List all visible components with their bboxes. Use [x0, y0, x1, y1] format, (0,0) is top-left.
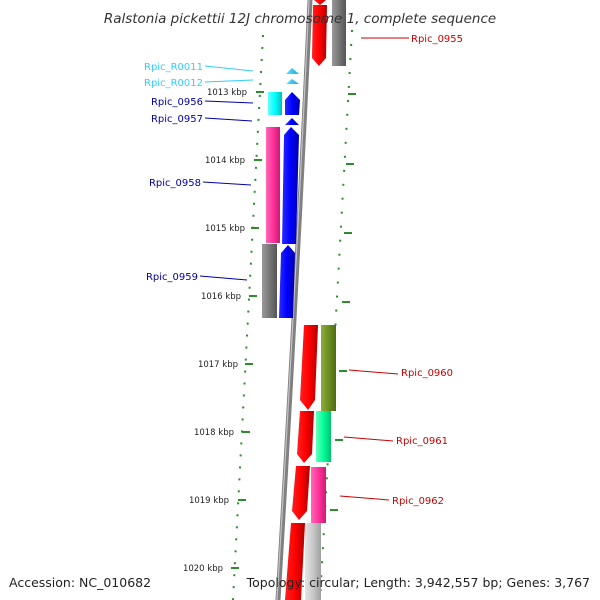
gene-label-rpic-0962[interactable]: Rpic_0962: [392, 496, 444, 507]
tick-label: 1015 kbp: [205, 224, 245, 234]
chromosome-backbone: [275, 0, 313, 600]
gene-feature-rpic-r0012[interactable]: [286, 79, 299, 84]
accession-label: Accession: NC_010682: [9, 575, 152, 590]
gene-feature-rpic-0958[interactable]: [282, 127, 299, 244]
gene-feature-rpic-0962[interactable]: [292, 466, 310, 520]
tick-label: 1013 kbp: [207, 88, 247, 98]
gene-label-rpic-0957[interactable]: Rpic_0957: [151, 114, 203, 125]
label-connectors: [199, 37, 409, 501]
gene-feature-next[interactable]: [285, 523, 305, 600]
tick-labels: 1013 kbp 1014 kbp 1015 kbp 1016 kbp 1017…: [183, 88, 247, 574]
cog-block-gray: [262, 244, 277, 318]
tick-label: 1017 kbp: [198, 360, 238, 370]
cog-block-olive: [321, 325, 336, 411]
tick-label: 1020 kbp: [183, 564, 223, 574]
gene-label-rpic-r0012[interactable]: Rpic_R0012: [144, 78, 203, 89]
gene-label-rpic-0959[interactable]: Rpic_0959: [146, 272, 198, 283]
tick-label: 1018 kbp: [194, 428, 234, 438]
gene-feature-rpic-r0011[interactable]: [286, 68, 299, 74]
tick-label: 1016 kbp: [201, 292, 241, 302]
gene-feature-rpic-0955[interactable]: [312, 5, 327, 66]
cog-block-magenta: [266, 127, 280, 243]
cog-block-mint: [316, 411, 331, 462]
connector-rpic-r0012: [204, 79, 254, 83]
connector-rpic-0961: [343, 436, 394, 442]
gene-label-rpic-0960[interactable]: Rpic_0960: [401, 368, 453, 379]
connector-rpic-0960: [348, 369, 399, 375]
chromosome-backbone-highlight: [276, 0, 310, 600]
cog-block-gray-top: [332, 0, 346, 66]
connector-rpic-r0011: [204, 65, 254, 72]
gene-feature-fragment[interactable]: [314, 0, 326, 5]
genome-summary: Topology: circular; Length: 3,942,557 bp…: [246, 575, 590, 590]
gene-feature-rpic-0959[interactable]: [279, 245, 295, 318]
gene-label-rpic-0958[interactable]: Rpic_0958: [149, 178, 201, 189]
gene-label-rpic-0955[interactable]: Rpic_0955: [411, 34, 463, 45]
gene-feature-rpic-0961[interactable]: [297, 411, 314, 463]
cog-block-lightgray: [305, 523, 321, 600]
cog-block-magenta-2: [311, 467, 326, 523]
major-ticks: [231, 91, 356, 569]
tick-label: 1019 kbp: [189, 496, 229, 506]
connector-rpic-0956: [204, 100, 254, 104]
connector-rpic-0957: [204, 117, 253, 122]
map-title: Ralstonia pickettii 12J chromosome 1, co…: [104, 11, 496, 27]
connector-rpic-0962: [339, 495, 390, 501]
gene-label-rpic-r0011[interactable]: Rpic_R0011: [144, 62, 203, 73]
connector-rpic-0959: [199, 275, 248, 281]
tick-label: 1014 kbp: [205, 156, 245, 166]
gene-feature-rpic-0956[interactable]: [285, 92, 300, 115]
connector-rpic-0958: [202, 181, 252, 186]
gene-feature-rpic-0960[interactable]: [300, 325, 318, 410]
cog-block-cyan: [268, 92, 282, 115]
gene-feature-rpic-0957[interactable]: [285, 118, 299, 125]
gene-label-rpic-0961[interactable]: Rpic_0961: [396, 436, 448, 447]
gene-label-rpic-0956[interactable]: Rpic_0956: [151, 97, 203, 108]
